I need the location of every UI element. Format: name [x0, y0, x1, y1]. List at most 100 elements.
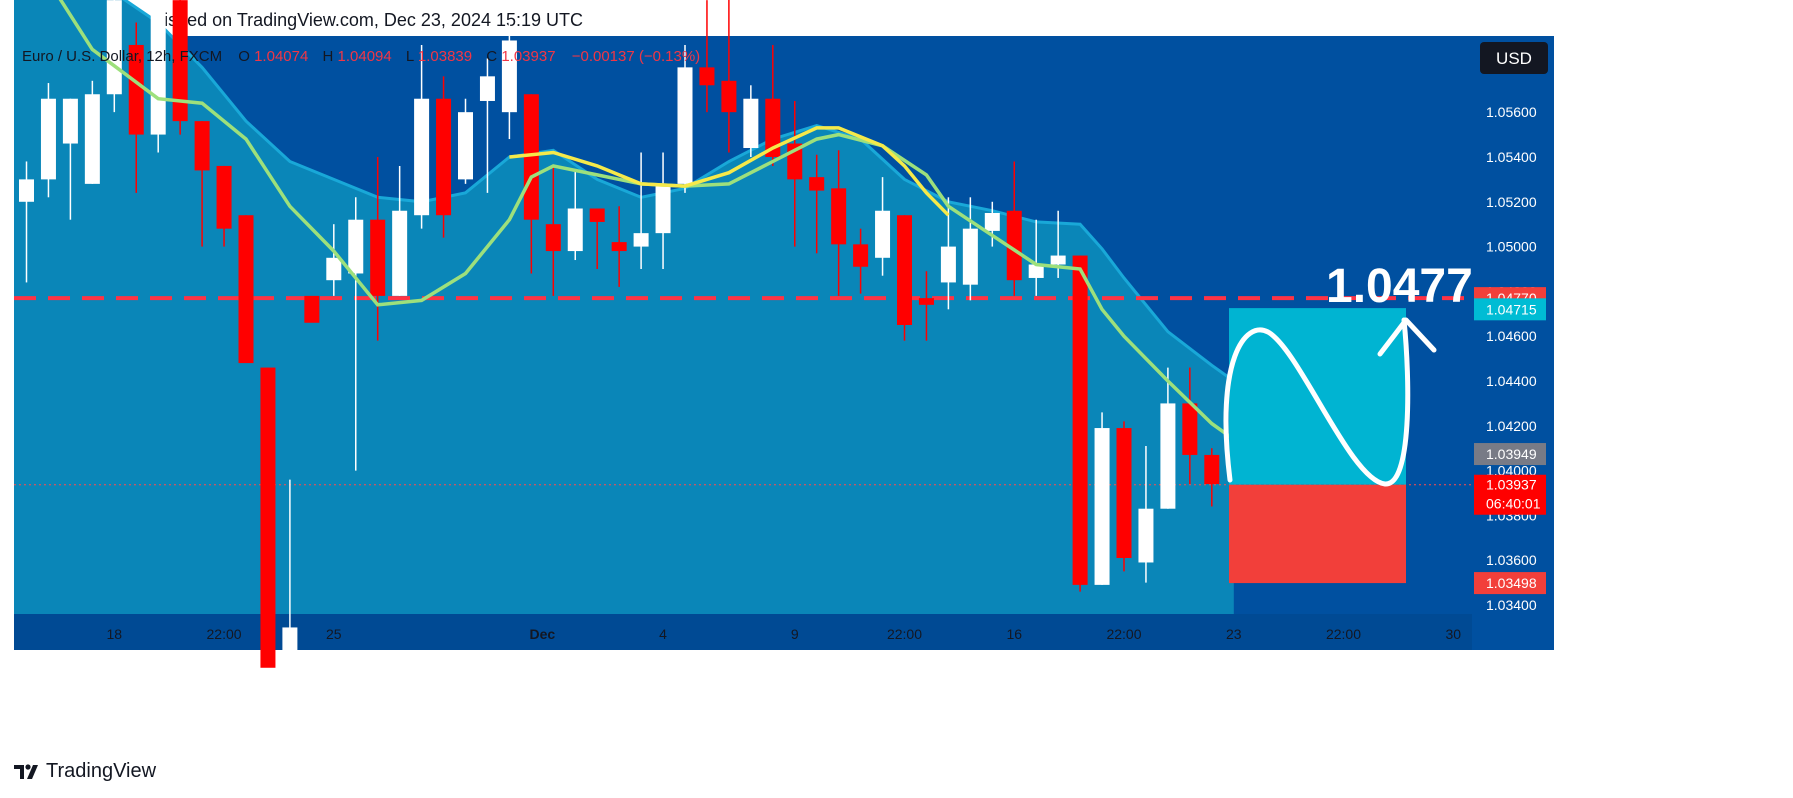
tag-ma: 1.04715 [1486, 301, 1537, 317]
x-tick-label: 18 [107, 626, 123, 642]
x-tick-label: 16 [1006, 626, 1022, 642]
legend-low-label: L [406, 48, 414, 65]
candle-body [1006, 210, 1022, 281]
y-tick-label: 1.04000 [1486, 463, 1537, 479]
footer-brand[interactable]: TradingView [14, 760, 156, 783]
legend-open: 1.04074 [254, 48, 308, 65]
candle-body [1204, 454, 1220, 485]
x-tick-label: 30 [1445, 626, 1461, 642]
candle-body [677, 67, 693, 184]
tradingview-logo-icon [14, 763, 38, 779]
candle-body [260, 367, 276, 668]
moving-average-yellow [509, 126, 950, 217]
candle-body [84, 94, 100, 184]
candle-body [1050, 255, 1066, 265]
candle-body [875, 210, 891, 258]
candles-group [19, 0, 1220, 668]
y-tick-label: 1.05600 [1486, 104, 1537, 120]
candle-body [172, 0, 188, 122]
candle-body [655, 183, 671, 234]
tag-prev: 1.03949 [1486, 446, 1537, 462]
candle-body [633, 233, 649, 247]
y-tick-label: 1.04600 [1486, 328, 1537, 344]
candle-body [348, 219, 364, 274]
candle-body [304, 295, 320, 323]
candle-body [216, 165, 232, 229]
currency-button-bg[interactable] [1480, 42, 1548, 74]
legend-close-label: C [486, 48, 497, 65]
candle-body [1072, 255, 1088, 585]
x-tick-label: Dec [529, 626, 555, 642]
candle-body [128, 44, 144, 135]
x-tick-label: 23 [1226, 626, 1242, 642]
target-annotation: 1.0477 [1326, 260, 1473, 313]
candle-body [962, 228, 978, 285]
y-tick-label: 1.04200 [1486, 418, 1537, 434]
forecast-arrow-icon [1377, 317, 1437, 357]
legend-close: 1.03937 [501, 48, 555, 65]
candle-body [897, 215, 912, 325]
candle-body [809, 177, 825, 191]
candle-body [918, 298, 934, 305]
legend-open-label: O [238, 48, 250, 65]
candle-body [721, 80, 737, 113]
candle-body [940, 246, 956, 283]
candle-body [458, 112, 473, 180]
candle-body [194, 121, 210, 171]
currency-button[interactable]: USD [1496, 49, 1532, 68]
x-tick-label: 9 [791, 626, 799, 642]
candle-body [1028, 264, 1044, 278]
y-tick-label: 1.05200 [1486, 194, 1537, 210]
y-tick-label: 1.05400 [1486, 149, 1537, 165]
legend-high: 1.04094 [338, 48, 392, 65]
band-area-fill [14, 0, 1234, 614]
candle-body [392, 210, 408, 296]
candle-body [743, 98, 759, 149]
candle-body [699, 67, 715, 86]
tag-last: 1.03937 [1486, 477, 1537, 493]
candle-body [545, 224, 561, 252]
y-tick-label: 1.05000 [1486, 239, 1537, 255]
candle-body [370, 219, 386, 296]
x-tick-label: 22:00 [1326, 626, 1361, 642]
candle-body [1182, 403, 1198, 455]
candle-body [611, 242, 627, 252]
legend-high-label: H [323, 48, 334, 65]
loss-zone[interactable] [1229, 484, 1406, 584]
candle-body [1138, 508, 1154, 563]
footer-brand-text: TradingView [46, 760, 157, 782]
candle-body [238, 215, 254, 364]
candle-body [414, 98, 430, 216]
candle-body [326, 257, 342, 281]
y-tick-label: 1.03400 [1486, 597, 1537, 613]
tag-ma-bg [1474, 298, 1546, 321]
tag-stop-bg [1474, 572, 1546, 595]
chart-legend: Euro / U.S. Dollar, 12h, FXCM O 1.04074 … [22, 48, 700, 65]
candle-body [501, 40, 517, 113]
candle-body [19, 179, 34, 202]
candle-body [479, 76, 495, 101]
tag-prev-bg [1474, 443, 1546, 466]
x-tick-label: 22:00 [887, 626, 922, 642]
candle-body [567, 208, 583, 252]
candle-body [523, 94, 539, 220]
tag-last-bg [1474, 474, 1546, 515]
candle-body [1160, 403, 1176, 509]
y-tick-label: 1.03600 [1486, 552, 1537, 568]
candle-body [436, 98, 452, 216]
candle-body [282, 627, 298, 659]
tag-stop: 1.03498 [1486, 575, 1537, 591]
candle-body [589, 208, 605, 222]
candle-body [831, 188, 847, 245]
y-tick-label: 1.04400 [1486, 373, 1537, 389]
time-axis-strip [14, 614, 1472, 650]
forecast-wave-drawing [1223, 317, 1411, 487]
legend-low: 1.03839 [418, 48, 472, 65]
candle-body [1116, 428, 1132, 558]
candle-body [62, 98, 78, 144]
time-axis[interactable]: 18 22:00 25 Dec 4 9 22:00 16 22:00 23 22:00 30 [107, 626, 1462, 642]
candle-body [1094, 428, 1110, 585]
legend-change: −0.00137 (−0.13%) [572, 48, 700, 65]
candle-body [765, 98, 781, 157]
